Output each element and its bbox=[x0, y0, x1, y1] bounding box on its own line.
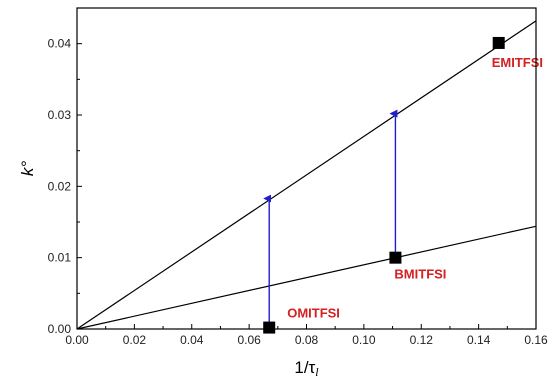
y-tick-label: 0.03 bbox=[48, 108, 72, 122]
data-points bbox=[263, 36, 505, 334]
point-bmitfsi bbox=[389, 251, 402, 264]
x-axis-ticks: 0.00 0.02 0.04 0.06 0.08 0.10 0.12 0.14 0.16 bbox=[65, 324, 548, 347]
x-axis-title-main: 1/τ bbox=[294, 358, 315, 377]
x-tick-label: 0.00 bbox=[65, 333, 89, 347]
y-axis-title: k° bbox=[18, 161, 37, 177]
x-tick-label: 0.14 bbox=[467, 333, 491, 347]
point-labels: OMITFSI BMITFSI EMITFSI bbox=[287, 55, 543, 321]
y-tick-label: 0.02 bbox=[48, 179, 72, 193]
plot-frame bbox=[76, 7, 537, 330]
point-emitfsi bbox=[492, 36, 505, 49]
label-emitfsi: EMITFSI bbox=[492, 55, 543, 70]
x-tick-label: 0.02 bbox=[123, 333, 147, 347]
x-tick-label: 0.08 bbox=[295, 333, 319, 347]
x-tick-label: 0.10 bbox=[352, 333, 376, 347]
x-tick-label: 0.06 bbox=[237, 333, 261, 347]
fit-line-2 bbox=[76, 225, 537, 330]
fit-line-1 bbox=[76, 20, 537, 330]
label-omitfsi: OMITFSI bbox=[287, 306, 340, 321]
x-tick-label: 0.16 bbox=[524, 333, 548, 347]
label-bmitfsi: BMITFSI bbox=[394, 267, 446, 282]
x-axis-title-sub: l bbox=[315, 365, 319, 379]
y-axis-ticks: 0.00 0.01 0.02 0.03 0.04 bbox=[48, 7, 82, 336]
y-tick-label: 0.00 bbox=[48, 322, 72, 336]
x-tick-label: 0.12 bbox=[410, 333, 434, 347]
fit-lines bbox=[76, 20, 537, 330]
x-tick-label: 0.04 bbox=[180, 333, 204, 347]
point-omitfsi bbox=[263, 321, 276, 334]
y-tick-label: 0.04 bbox=[48, 37, 72, 51]
y-tick-label: 0.01 bbox=[48, 251, 72, 265]
x-axis-title: 1/τl bbox=[294, 358, 319, 379]
arrows bbox=[263, 109, 398, 328]
